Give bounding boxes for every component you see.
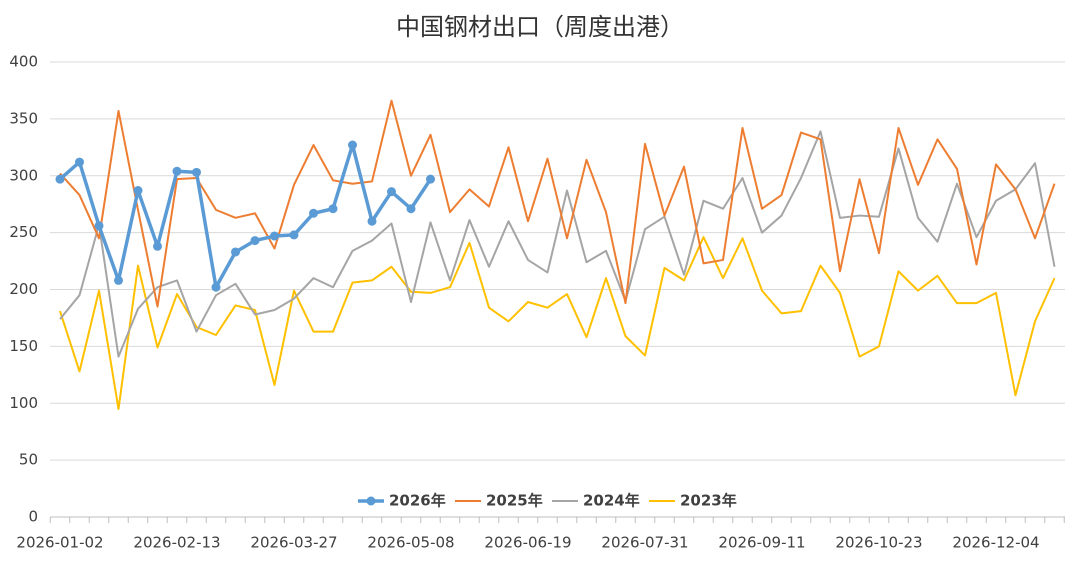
y-tick-label: 0 [28,508,38,526]
series-marker [309,208,318,218]
x-tick-label: 2026-03-27 [250,534,337,552]
series-marker [114,275,123,285]
x-tick-label: 2026-12-04 [952,534,1039,552]
series-marker [231,247,240,257]
series-marker [406,204,416,214]
chart-title: 中国钢材出口（周度出港） [396,13,684,41]
x-tick-label: 2026-05-08 [367,534,454,552]
series-marker [426,174,435,184]
series-marker [133,186,143,196]
series-marker [367,216,377,226]
y-tick-label: 300 [9,166,38,184]
series-line [59,130,1056,358]
x-tick-label: 2026-09-11 [718,534,805,552]
legend-label: 2023年 [680,492,737,510]
y-tick-label: 400 [9,53,38,71]
x-tick-label: 2026-02-13 [133,534,220,552]
series-marker [250,236,260,246]
series-marker [348,140,357,150]
series-marker [328,204,338,214]
y-tick-label: 50 [19,451,38,469]
legend-label: 2026年 [389,492,446,510]
y-tick-label: 150 [9,337,38,355]
series-marker [387,187,396,197]
series-marker [94,221,104,231]
legend-label: 2024年 [583,492,640,510]
series-marker [172,166,182,176]
legend-marker [366,496,376,506]
series-line [58,143,432,289]
y-tick-label: 100 [9,394,38,412]
y-tick-label: 350 [9,109,38,127]
y-tick-label: 200 [9,280,38,298]
series-marker [211,282,221,292]
x-tick-label: 2026-01-02 [16,534,103,552]
series-line [59,236,1056,410]
series-marker [55,174,65,184]
legend-label: 2025年 [486,492,543,510]
series-line [59,99,1056,308]
x-tick-label: 2026-07-31 [601,534,688,552]
series-marker [270,231,279,241]
y-tick-label: 250 [9,223,38,241]
series-marker [75,157,84,167]
series-marker [153,241,162,251]
x-tick-label: 2026-10-23 [835,534,922,552]
series-marker [192,167,201,177]
x-tick-label: 2026-06-19 [484,534,571,552]
series-marker [289,230,299,240]
